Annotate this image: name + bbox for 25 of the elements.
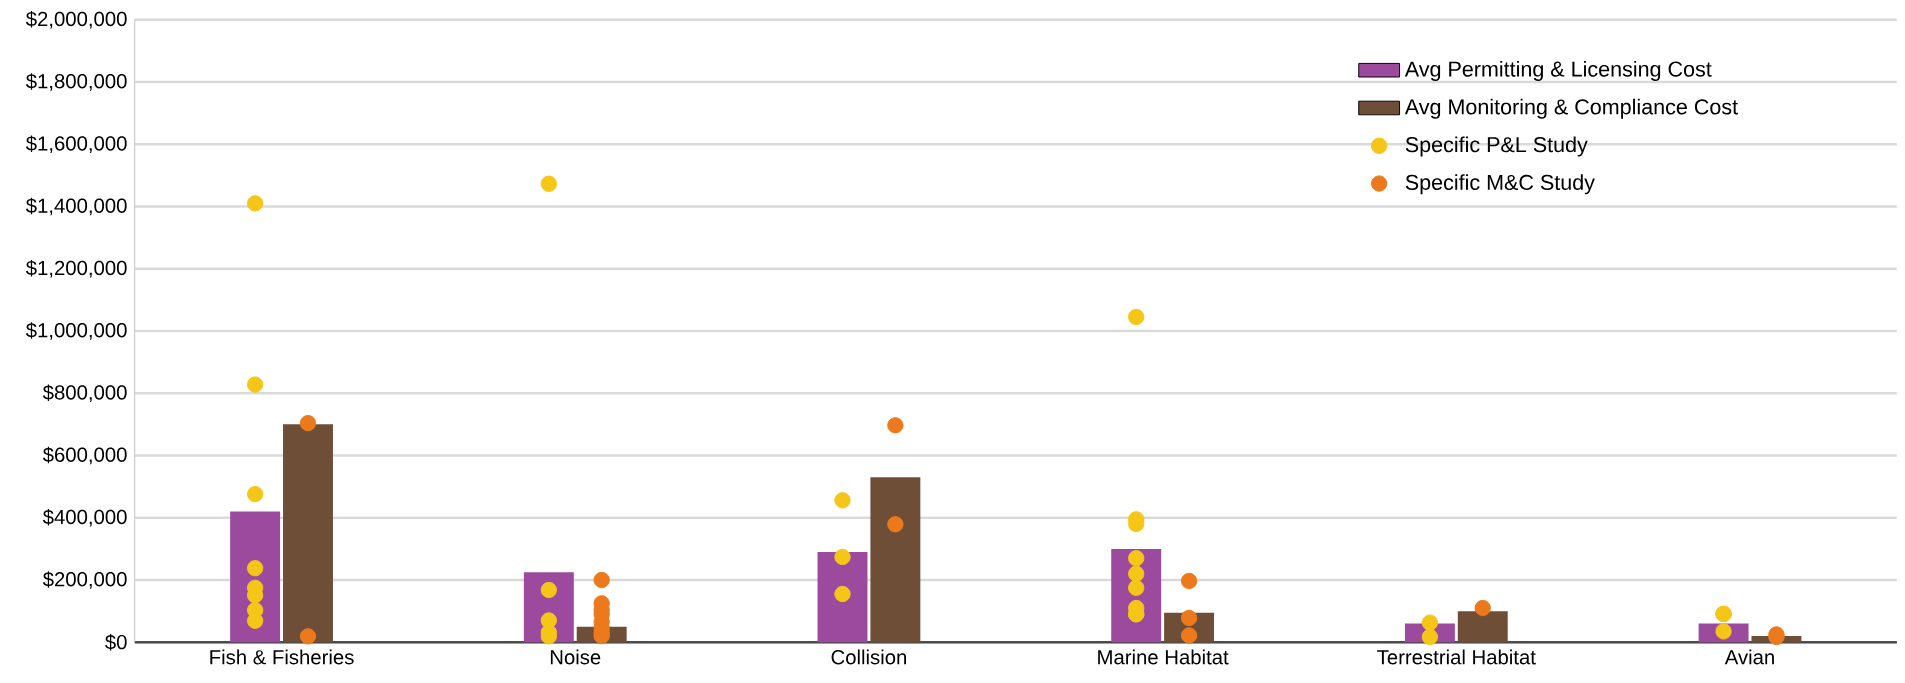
y-tick-label: $1,800,000 [25, 73, 127, 91]
y-tick-label: $0 [105, 634, 127, 651]
y-tick-label: $1,600,000 [25, 135, 127, 154]
bar [870, 477, 921, 643]
y-tick-label: $2,000,000 [25, 10, 127, 29]
y-tick-label: $1,200,000 [25, 259, 127, 278]
x-tick-label: Noise [550, 649, 601, 665]
legend-label: Specific P&L Study [1405, 136, 1588, 157]
y-tick-label: $1,000,000 [25, 322, 127, 340]
y-tick-label: $400,000 [42, 508, 127, 527]
bar [817, 551, 868, 643]
y-tick-label: $800,000 [42, 384, 127, 403]
y-tick-label: $200,000 [42, 571, 127, 589]
y-tick-label: $600,000 [42, 446, 127, 465]
legend-label: Avg Monitoring & Compliance Cost [1404, 98, 1738, 119]
x-tick-label: Collision [831, 649, 906, 665]
x-tick-label: Avian [1724, 649, 1774, 665]
y-tick-label: $1,400,000 [25, 197, 127, 216]
bar [283, 424, 333, 643]
x-tick-label: Marine Habitat [1098, 649, 1229, 665]
legend-label: Avg Permitting & Licensing Cost [1404, 60, 1712, 81]
x-tick-label: Fish & Fisheries [210, 649, 354, 665]
x-tick-label: Terrestrial Habitat [1377, 649, 1536, 665]
legend-label: Specific M&C Study [1405, 174, 1595, 195]
bar [1457, 611, 1508, 643]
